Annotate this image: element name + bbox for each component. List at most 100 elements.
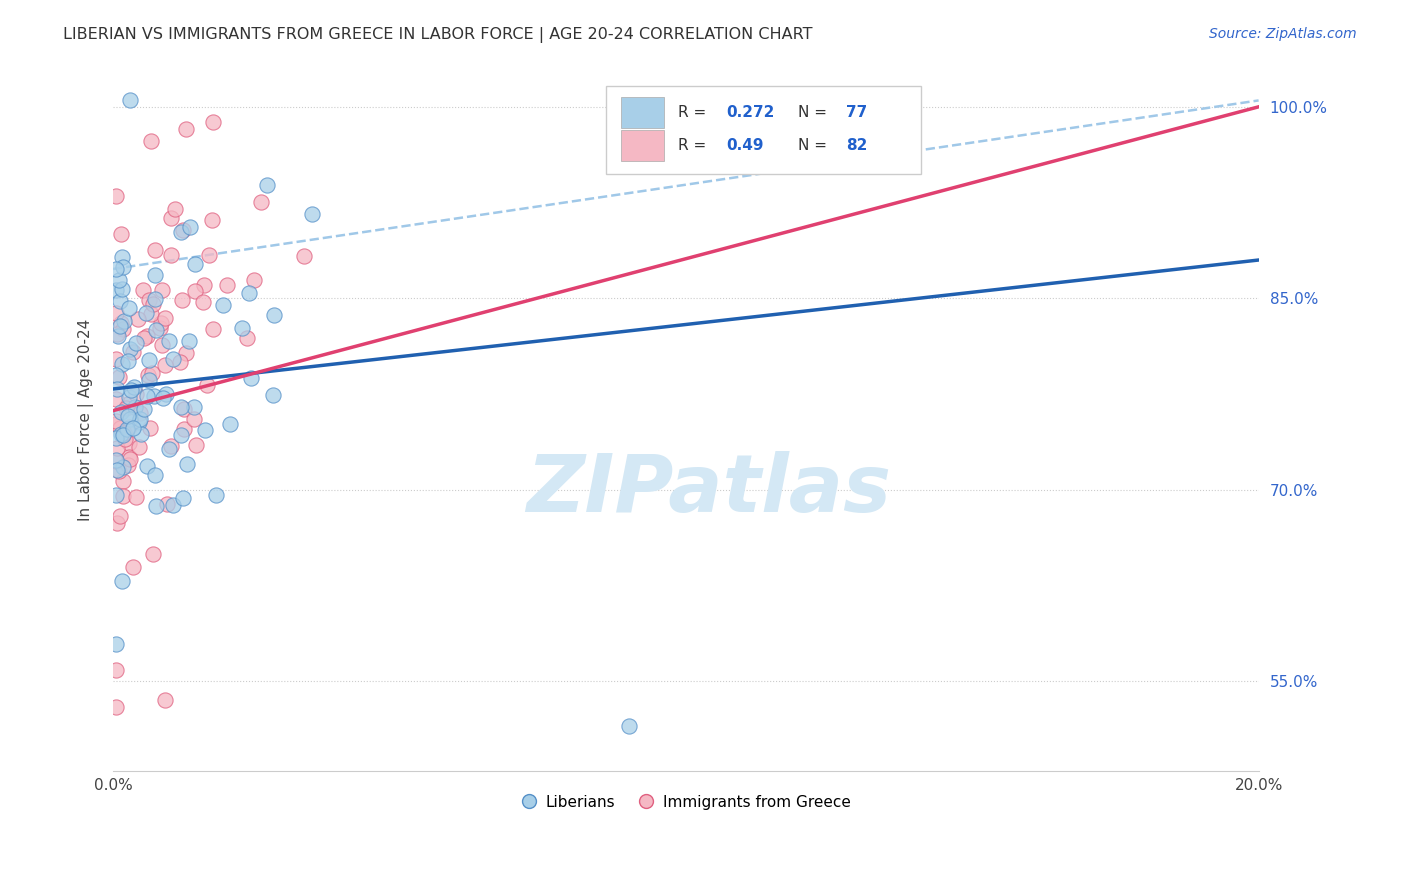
Point [108, 370, 131, 384]
Text: 0.272: 0.272 [725, 105, 775, 120]
Point [129, 426, 152, 441]
Point [177, 334, 200, 348]
Point [150, 316, 173, 330]
Point [118, 420, 141, 434]
Point [104, 351, 127, 366]
Point [174, 345, 197, 359]
Point [117, 353, 139, 368]
Point [136, 458, 159, 473]
Point [170, 293, 193, 308]
Point [120, 342, 142, 356]
Point [170, 428, 193, 442]
Point [170, 225, 193, 239]
Point [104, 452, 127, 467]
Text: ZIPatlas: ZIPatlas [526, 450, 891, 529]
Point [152, 392, 174, 406]
Point [111, 251, 134, 265]
Point [111, 474, 134, 488]
Point [156, 497, 179, 511]
Point [104, 417, 127, 431]
Point [139, 307, 162, 321]
Point [122, 380, 145, 394]
Text: N =: N = [799, 138, 832, 153]
Point [108, 293, 131, 308]
Point [122, 560, 145, 574]
Point [112, 425, 135, 440]
Point [160, 211, 183, 226]
Point [118, 412, 141, 426]
Point [104, 283, 127, 297]
Text: R =: R = [678, 138, 711, 153]
Point [128, 415, 150, 429]
Point [135, 328, 157, 343]
Point [105, 382, 128, 396]
Point [250, 194, 273, 209]
Text: Source: ZipAtlas.com: Source: ZipAtlas.com [1209, 27, 1357, 41]
Legend: Liberians, Immigrants from Greece: Liberians, Immigrants from Greece [515, 789, 856, 815]
Point [105, 442, 128, 456]
Point [108, 273, 131, 287]
Point [157, 442, 180, 457]
Point [148, 320, 170, 334]
Y-axis label: In Labor Force | Age 20-24: In Labor Force | Age 20-24 [79, 318, 94, 521]
Point [231, 321, 253, 335]
Point [173, 422, 195, 436]
Point [141, 134, 163, 148]
Point [105, 326, 128, 341]
Point [138, 374, 160, 388]
Point [104, 487, 127, 501]
Text: 0.49: 0.49 [725, 138, 763, 153]
Point [143, 389, 166, 403]
Point [127, 312, 149, 326]
Point [239, 371, 262, 385]
Point [107, 328, 129, 343]
Point [104, 262, 127, 277]
Point [159, 439, 181, 453]
Point [292, 249, 315, 263]
FancyBboxPatch shape [606, 86, 921, 174]
Point [179, 220, 201, 235]
Point [263, 308, 285, 322]
Point [176, 457, 198, 471]
Point [172, 223, 194, 237]
FancyBboxPatch shape [620, 96, 664, 128]
Point [218, 417, 240, 432]
Point [143, 468, 166, 483]
Point [135, 306, 157, 320]
Point [155, 386, 177, 401]
Point [143, 292, 166, 306]
Point [174, 122, 197, 136]
Text: N =: N = [799, 105, 832, 120]
Point [110, 426, 132, 441]
Point [104, 431, 127, 445]
Point [104, 700, 127, 714]
Point [617, 719, 640, 733]
Point [114, 432, 136, 446]
Point [111, 427, 134, 442]
Point [115, 422, 138, 436]
Point [136, 368, 159, 383]
Point [125, 490, 148, 504]
Point [143, 268, 166, 282]
Point [104, 453, 127, 467]
Text: 82: 82 [846, 138, 868, 153]
Point [153, 358, 176, 372]
Point [104, 636, 127, 650]
Point [153, 311, 176, 326]
Point [110, 405, 132, 419]
Point [128, 440, 150, 454]
Text: R =: R = [678, 105, 711, 120]
Point [112, 322, 135, 336]
Point [107, 465, 129, 479]
FancyBboxPatch shape [620, 129, 664, 161]
Point [105, 463, 128, 477]
Point [118, 94, 141, 108]
Point [162, 498, 184, 512]
Text: 77: 77 [846, 105, 868, 120]
Point [124, 336, 146, 351]
Point [125, 387, 148, 401]
Point [198, 248, 221, 262]
Point [111, 357, 134, 371]
Point [159, 334, 181, 348]
Point [202, 321, 225, 335]
